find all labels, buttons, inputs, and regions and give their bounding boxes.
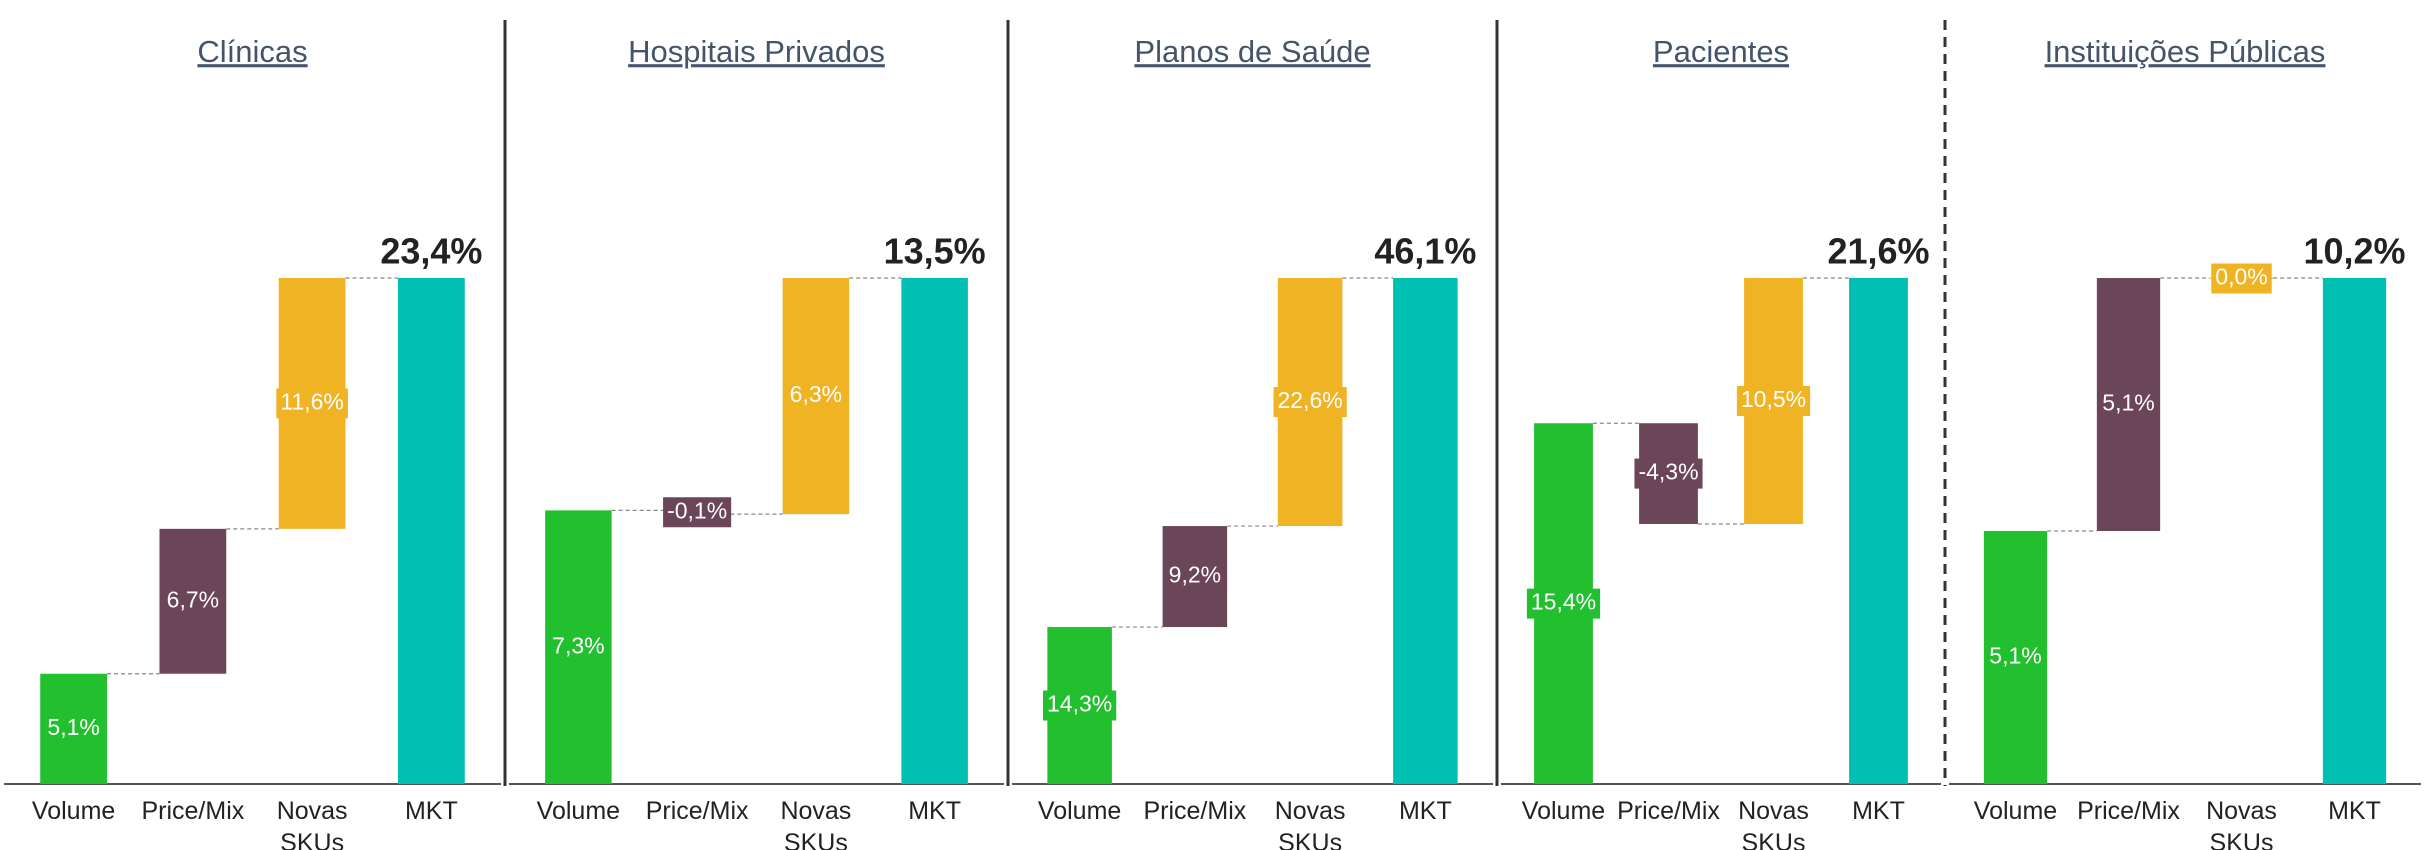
value-label: 9,2%	[1169, 562, 1221, 588]
panel-title: Clínicas	[197, 34, 307, 69]
x-tick-label: Novas SKUs	[2206, 797, 2277, 850]
value-label: 10,5%	[1741, 386, 1806, 412]
label-bg	[1526, 588, 1601, 619]
label-bg	[43, 713, 104, 744]
label-bg	[548, 632, 609, 663]
value-label: 14,3%	[1047, 691, 1112, 717]
panel-title: Pacientes	[1653, 34, 1789, 69]
label-bg	[276, 388, 348, 419]
x-tick-label: MKT	[1398, 797, 1452, 825]
x-tick-label: Novas SKUs	[1738, 797, 1809, 850]
x-tick-label: Novas SKUs	[780, 797, 852, 850]
total-label: 10,2%	[2303, 231, 2405, 272]
bar	[2322, 278, 2387, 784]
x-tick-label: Price/Mix	[141, 797, 245, 825]
x-tick-label: MKT	[2328, 797, 2381, 825]
value-label: 6,7%	[167, 586, 219, 612]
x-tick-label: Novas SKUs	[276, 797, 348, 850]
x-tick-label: Price/Mix	[1617, 797, 1720, 825]
label-bg	[663, 497, 732, 528]
bar	[397, 278, 465, 784]
label-bg	[785, 381, 847, 412]
x-tick-label: Volume	[1521, 797, 1606, 825]
value-label: 5,1%	[1989, 643, 2041, 669]
x-tick-label: MKT	[1852, 797, 1905, 825]
x-tick-label: Price/Mix	[2077, 797, 2180, 825]
panel-title: Hospitais Privados	[628, 34, 885, 69]
value-label: 7,3%	[552, 632, 604, 658]
x-tick-label: Volume	[31, 797, 116, 825]
panel-title: Planos de Saúde	[1134, 34, 1370, 69]
x-tick-label: Price/Mix	[1143, 797, 1247, 825]
value-label: 5,1%	[2102, 390, 2154, 416]
value-label: -0,1%	[667, 497, 727, 523]
panel-title: Instituições Públicas	[2045, 34, 2326, 69]
value-label: 15,4%	[1531, 589, 1596, 615]
bar	[1849, 278, 1908, 784]
value-label: 6,3%	[790, 381, 842, 407]
label-bg	[2098, 389, 2159, 420]
total-label: 46,1%	[1374, 231, 1476, 272]
x-tick-label: Volume	[536, 797, 621, 825]
bar	[901, 278, 968, 784]
label-bg	[2211, 263, 2272, 294]
x-tick-label: Volume	[1037, 797, 1122, 825]
bar	[1393, 278, 1458, 784]
value-label: -4,3%	[1638, 459, 1698, 485]
label-bg	[1164, 561, 1226, 592]
total-label: 21,6%	[1827, 231, 1929, 272]
label-bg	[1736, 385, 1811, 416]
label-bg	[1043, 690, 1117, 721]
x-tick-label: MKT	[404, 797, 458, 825]
total-label: 13,5%	[884, 231, 986, 272]
x-tick-label: MKT	[908, 797, 962, 825]
value-label: 11,6%	[280, 388, 344, 414]
x-tick-label: Novas SKUs	[1274, 797, 1346, 850]
label-bg	[1634, 458, 1703, 489]
value-label: 5,1%	[47, 714, 99, 740]
total-label: 23,4%	[380, 231, 482, 272]
value-label: 0,0%	[2215, 264, 2267, 290]
x-tick-label: Volume	[1973, 797, 2058, 825]
label-bg	[162, 586, 224, 617]
value-label: 22,6%	[1278, 387, 1343, 413]
label-bg	[1273, 387, 1347, 418]
label-bg	[1985, 642, 2046, 673]
x-tick-label: Price/Mix	[645, 797, 749, 825]
